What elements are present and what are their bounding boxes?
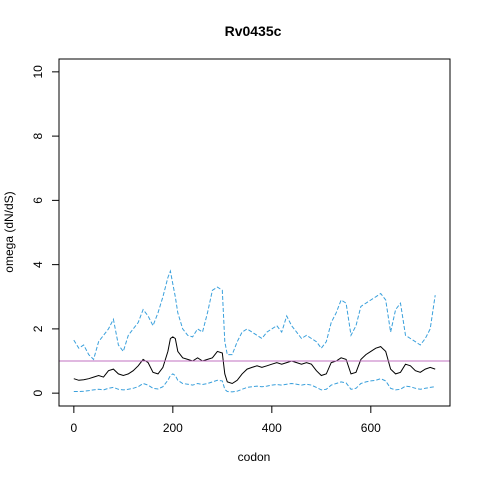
series-line-lower xyxy=(73,373,436,393)
x-axis-label: codon xyxy=(238,450,271,464)
series-line-estimate xyxy=(73,336,436,385)
y-tick-label: 2 xyxy=(31,325,45,332)
y-tick-label: 6 xyxy=(31,197,45,204)
y-tick-label: 10 xyxy=(31,65,45,79)
x-tick-label: 600 xyxy=(361,421,381,435)
x-axis: 0 200 400 600 xyxy=(71,405,381,435)
x-tick-label: 400 xyxy=(262,421,282,435)
x-tick-label: 200 xyxy=(163,421,183,435)
y-axis: 0 2 4 6 8 10 xyxy=(31,65,60,396)
y-tick-label: 8 xyxy=(31,132,45,139)
series-line-upper xyxy=(73,269,436,361)
plot-area xyxy=(59,269,450,393)
chart-title: Rv0435c xyxy=(225,23,282,39)
y-axis-label: omega (dN/dS) xyxy=(2,191,16,272)
x-tick-label: 0 xyxy=(71,421,78,435)
y-tick-label: 4 xyxy=(31,261,45,268)
y-tick-label: 0 xyxy=(31,389,45,396)
